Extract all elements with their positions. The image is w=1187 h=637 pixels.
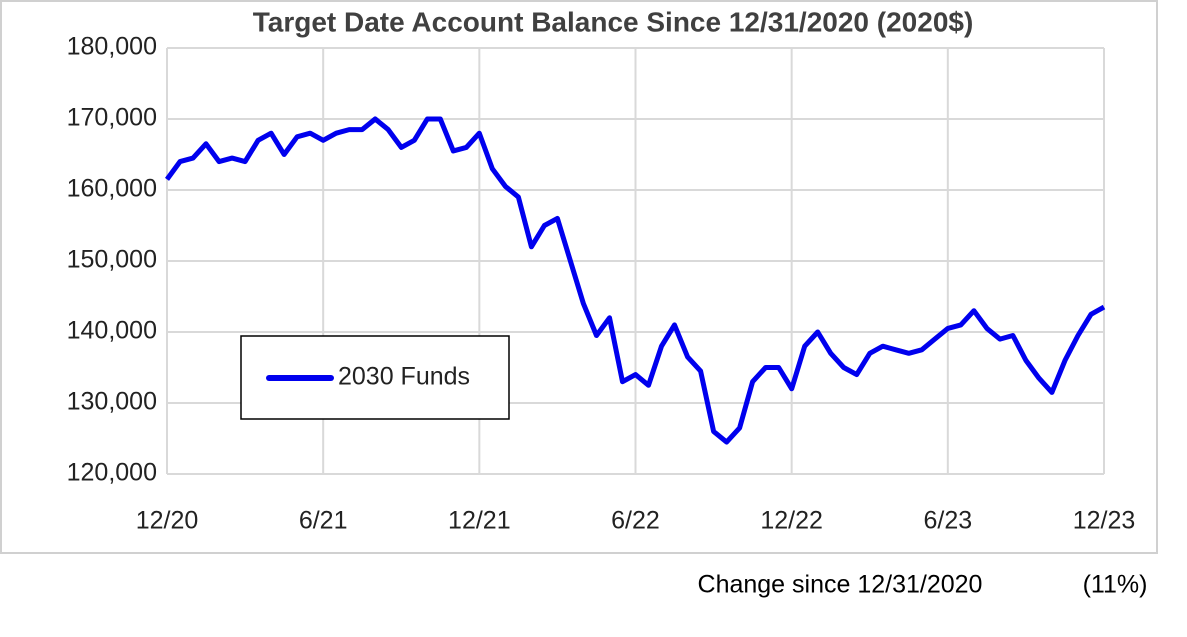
chart-title: Target Date Account Balance Since 12/31/… (253, 6, 974, 37)
x-tick-label: 6/21 (299, 507, 348, 535)
chart-frame (0, 0, 1158, 554)
x-tick-label: 12/23 (1073, 507, 1136, 535)
y-tick-label: 160,000 (67, 175, 157, 203)
y-tick-label: 120,000 (67, 459, 157, 487)
legend-label: 2030 Funds (338, 363, 470, 391)
x-tick-label: 6/23 (923, 507, 972, 535)
y-tick-label: 180,000 (67, 33, 157, 61)
data-line (164, 116, 1106, 445)
y-tick-label: 140,000 (67, 317, 157, 345)
x-tick-label: 12/20 (136, 507, 199, 535)
annotation: Change since 12/31/2020 (698, 571, 983, 599)
x-tick-label: 12/22 (760, 507, 823, 535)
x-tick-label: 12/21 (448, 507, 511, 535)
annotation: (11%) (1083, 571, 1148, 599)
x-tick-label: 6/22 (611, 507, 660, 535)
y-tick-label: 170,000 (67, 104, 157, 132)
y-tick-label: 130,000 (67, 388, 157, 416)
y-tick-label: 150,000 (67, 246, 157, 274)
